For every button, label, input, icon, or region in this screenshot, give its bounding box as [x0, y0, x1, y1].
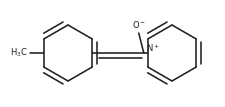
Text: H$_3$C: H$_3$C: [10, 47, 28, 59]
Text: O$^-$: O$^-$: [132, 19, 146, 30]
Text: N$^+$: N$^+$: [146, 42, 160, 54]
